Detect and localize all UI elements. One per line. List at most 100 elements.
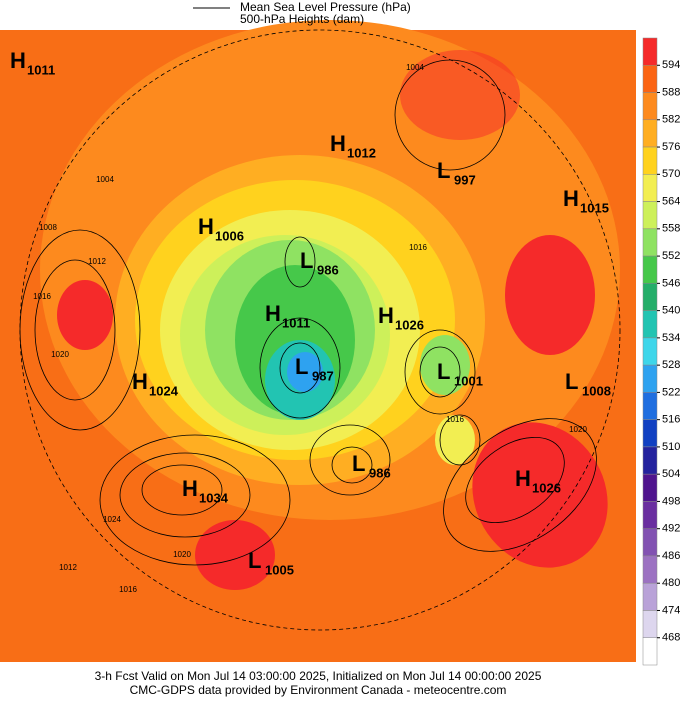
map <box>0 20 636 662</box>
colorbar-label: 540 <box>662 305 680 317</box>
center-value: 986 <box>317 262 339 277</box>
contour-label: 1016 <box>409 243 427 252</box>
center-value: 1005 <box>265 562 294 577</box>
colorbar-label: 468 <box>662 632 680 644</box>
height-region <box>57 280 113 350</box>
height-region <box>287 352 323 392</box>
center-type: H <box>198 214 214 239</box>
colorbar-box <box>642 446 658 475</box>
center-value: 1001 <box>454 373 483 388</box>
center-value: 987 <box>312 368 334 383</box>
center-type: H <box>10 48 26 73</box>
center-value: 1012 <box>347 145 376 160</box>
height-region <box>435 415 475 465</box>
colorbar-label: 510 <box>662 441 680 453</box>
height-region <box>195 520 275 590</box>
colorbar-box <box>642 337 658 366</box>
colorbar-box <box>642 310 658 339</box>
colorbar-label: 564 <box>662 195 680 207</box>
center-value: 1015 <box>580 200 609 215</box>
colorbar-box <box>642 228 658 257</box>
contour-label: 1020 <box>569 425 587 434</box>
contour-label: 1020 <box>173 550 191 559</box>
contour-label: 1020 <box>51 350 69 359</box>
height-region <box>472 422 608 568</box>
colorbar-box <box>642 255 658 284</box>
center-value: 997 <box>454 172 476 187</box>
colorbar-box <box>642 65 658 93</box>
center-type: L <box>300 248 313 273</box>
colorbar-box <box>642 392 658 420</box>
legend-text: Mean Sea Level Pressure (hPa) <box>240 0 411 14</box>
colorbar-label: 486 <box>662 550 680 562</box>
colorbar-box <box>642 582 658 611</box>
colorbar-label: 522 <box>662 386 680 398</box>
colorbar-box <box>642 555 658 584</box>
contour-label: 1016 <box>33 292 51 301</box>
contour-label: 1012 <box>88 257 106 266</box>
isobars <box>19 29 621 631</box>
center-value: 1024 <box>149 383 179 398</box>
colorbar-label: 546 <box>662 277 680 289</box>
center-type: H <box>182 476 198 501</box>
colorbar-box <box>642 201 658 230</box>
center-value: 1011 <box>27 62 55 77</box>
center-type: L <box>437 359 450 384</box>
colorbar-label: 528 <box>662 359 680 371</box>
center-type: H <box>563 186 579 211</box>
colorbar-box <box>642 283 658 311</box>
center-type: L <box>437 158 450 183</box>
colorbar-box <box>642 528 658 557</box>
colorbar-label: 588 <box>662 86 680 98</box>
colorbar-box <box>642 92 658 121</box>
colorbar-label: 558 <box>662 223 680 235</box>
colorbar-box <box>642 610 658 638</box>
center-value: 1008 <box>582 383 611 398</box>
contour-label: 1012 <box>59 563 77 572</box>
colorbar-box <box>642 364 658 393</box>
colorbar-label: 552 <box>662 250 680 262</box>
center-type: H <box>330 131 346 156</box>
height-region <box>505 235 595 355</box>
legend-text: 500-hPa Heights (dam) <box>240 12 364 26</box>
center-type: H <box>132 369 148 394</box>
colorbar-label: 534 <box>662 332 680 344</box>
height-region <box>400 50 520 140</box>
center-type: L <box>248 548 261 573</box>
center-type: H <box>265 301 281 326</box>
colorbar-box <box>642 37 658 66</box>
colorbar-box <box>642 146 658 175</box>
colorbar-label: 474 <box>662 604 680 616</box>
colorbar-box <box>642 473 658 502</box>
center-type: L <box>352 451 365 476</box>
center-type: L <box>565 369 578 394</box>
colorbar-label: 480 <box>662 577 680 589</box>
center-type: L <box>295 354 308 379</box>
center-type: H <box>378 303 394 328</box>
contour-label: 1008 <box>39 223 57 232</box>
colorbar-box <box>642 174 658 202</box>
footer-text: CMC-GDPS data provided by Environment Ca… <box>130 683 507 697</box>
colorbar-label: 498 <box>662 495 680 507</box>
center-type: H <box>515 466 531 491</box>
colorbar-label: 576 <box>662 141 680 153</box>
footer-text: 3-h Fcst Valid on Mon Jul 14 03:00:00 20… <box>95 669 542 683</box>
colorbar-label: 504 <box>662 468 680 480</box>
colorbar-box <box>642 419 658 448</box>
contour-label: 1016 <box>446 415 464 424</box>
height-region <box>420 335 470 395</box>
center-value: 1026 <box>532 480 561 495</box>
contour-label: 1016 <box>119 585 137 594</box>
center-value: 1011 <box>282 315 310 330</box>
contour-label: 1024 <box>103 515 121 524</box>
colorbar-label: 570 <box>662 168 680 180</box>
contour-label: 1004 <box>96 175 114 184</box>
colorbar-label: 594 <box>662 59 680 71</box>
center-value: 986 <box>369 465 391 480</box>
center-value: 1034 <box>199 490 229 505</box>
center-value: 1026 <box>395 317 424 332</box>
colorbar-box <box>642 637 658 666</box>
colorbar-label: 516 <box>662 414 680 426</box>
colorbar-box <box>642 119 658 148</box>
